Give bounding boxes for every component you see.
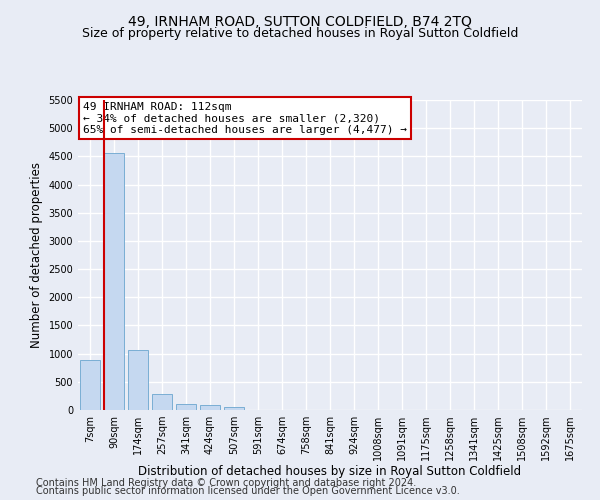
Text: Contains public sector information licensed under the Open Government Licence v3: Contains public sector information licen… <box>36 486 460 496</box>
Y-axis label: Number of detached properties: Number of detached properties <box>30 162 43 348</box>
Bar <box>176 404 196 410</box>
Bar <box>200 404 220 410</box>
Text: Size of property relative to detached houses in Royal Sutton Coldfield: Size of property relative to detached ho… <box>82 28 518 40</box>
Text: Distribution of detached houses by size in Royal Sutton Coldfield: Distribution of detached houses by size … <box>139 465 521 478</box>
Bar <box>104 153 124 410</box>
Text: Contains HM Land Registry data © Crown copyright and database right 2024.: Contains HM Land Registry data © Crown c… <box>36 478 416 488</box>
Bar <box>152 394 172 410</box>
Bar <box>80 360 100 410</box>
Text: 49, IRNHAM ROAD, SUTTON COLDFIELD, B74 2TQ: 49, IRNHAM ROAD, SUTTON COLDFIELD, B74 2… <box>128 15 472 29</box>
Bar <box>224 406 244 410</box>
Text: 49 IRNHAM ROAD: 112sqm
← 34% of detached houses are smaller (2,320)
65% of semi-: 49 IRNHAM ROAD: 112sqm ← 34% of detached… <box>83 102 407 134</box>
Bar <box>128 350 148 410</box>
